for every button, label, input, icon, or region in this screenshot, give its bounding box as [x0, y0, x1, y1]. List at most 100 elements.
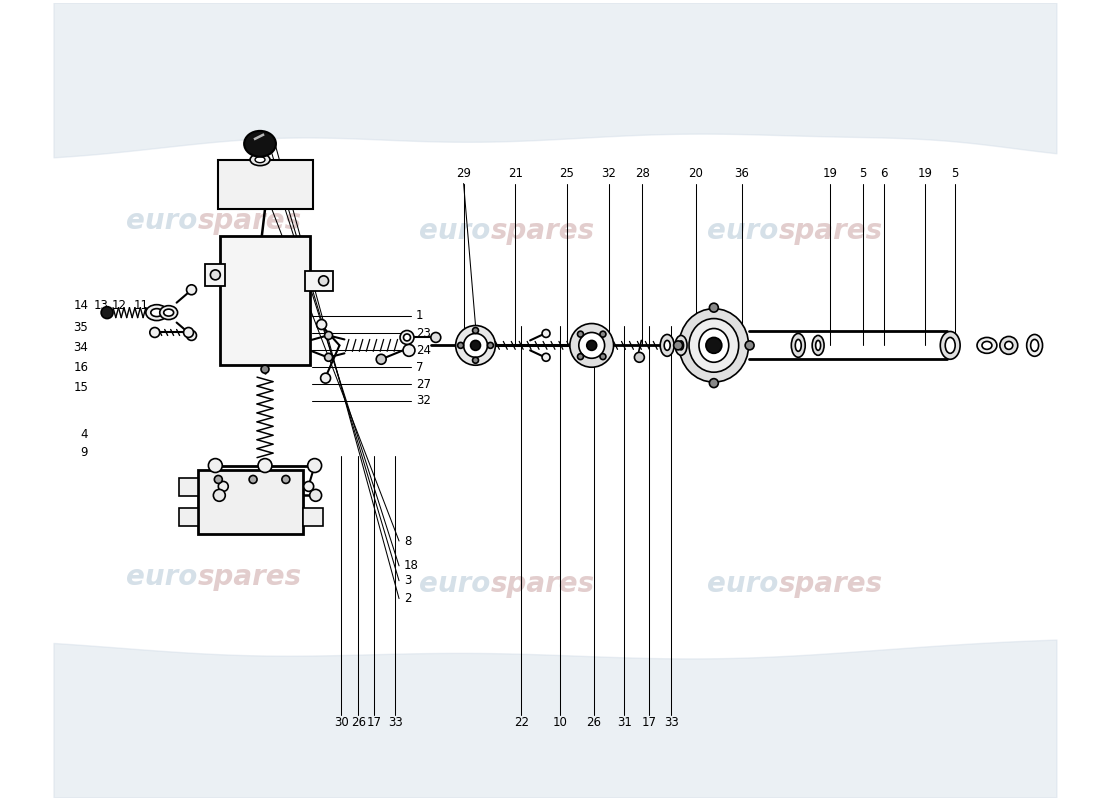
- Circle shape: [431, 333, 441, 342]
- Text: spares: spares: [779, 217, 882, 245]
- Ellipse shape: [977, 338, 997, 354]
- Circle shape: [187, 330, 197, 341]
- Circle shape: [458, 342, 463, 348]
- Circle shape: [208, 458, 222, 473]
- Circle shape: [304, 482, 313, 491]
- Circle shape: [150, 327, 160, 338]
- Bar: [220, 236, 310, 366]
- Ellipse shape: [795, 339, 801, 351]
- Ellipse shape: [982, 342, 992, 350]
- Text: spares: spares: [198, 562, 301, 590]
- Text: 19: 19: [917, 167, 933, 180]
- Text: 17: 17: [366, 716, 382, 730]
- Text: 18: 18: [404, 559, 419, 572]
- Ellipse shape: [660, 334, 674, 356]
- Text: 26: 26: [586, 716, 602, 730]
- Circle shape: [320, 373, 330, 383]
- Text: 22: 22: [514, 716, 529, 730]
- Ellipse shape: [1031, 339, 1038, 351]
- Circle shape: [579, 333, 605, 358]
- Circle shape: [635, 352, 645, 362]
- Ellipse shape: [679, 309, 749, 382]
- Text: 8: 8: [404, 534, 411, 547]
- Bar: [218, 160, 312, 210]
- Ellipse shape: [146, 305, 167, 321]
- Text: 30: 30: [334, 716, 349, 730]
- Circle shape: [213, 490, 226, 502]
- Circle shape: [261, 366, 270, 373]
- Text: 17: 17: [641, 716, 657, 730]
- Text: 33: 33: [387, 716, 403, 730]
- Text: euro: euro: [419, 217, 491, 245]
- Text: 20: 20: [689, 167, 703, 180]
- Circle shape: [455, 326, 495, 366]
- Text: euro: euro: [707, 570, 779, 598]
- Circle shape: [473, 327, 478, 334]
- Text: 35: 35: [74, 321, 88, 334]
- Text: 4: 4: [80, 428, 88, 442]
- Text: 25: 25: [560, 167, 574, 180]
- Ellipse shape: [164, 309, 174, 316]
- Text: 32: 32: [416, 394, 431, 407]
- Text: 9: 9: [80, 446, 88, 459]
- Text: 3: 3: [404, 574, 411, 587]
- Text: 34: 34: [74, 341, 88, 354]
- Text: 27: 27: [416, 378, 431, 390]
- Circle shape: [710, 378, 718, 387]
- Ellipse shape: [255, 157, 265, 162]
- Text: 12: 12: [112, 299, 126, 312]
- Circle shape: [745, 341, 755, 350]
- Circle shape: [324, 354, 332, 362]
- Circle shape: [184, 327, 194, 338]
- Text: spares: spares: [491, 217, 594, 245]
- Text: spares: spares: [491, 570, 594, 598]
- Circle shape: [578, 354, 583, 359]
- Circle shape: [404, 334, 410, 341]
- Text: spares: spares: [198, 207, 301, 235]
- Bar: [198, 470, 302, 534]
- Text: 11: 11: [134, 299, 148, 312]
- Circle shape: [319, 276, 329, 286]
- Circle shape: [403, 344, 415, 356]
- Text: euro: euro: [126, 207, 198, 235]
- Ellipse shape: [1026, 334, 1043, 356]
- Circle shape: [218, 482, 229, 491]
- Text: 32: 32: [602, 167, 616, 180]
- Circle shape: [308, 458, 321, 473]
- Ellipse shape: [791, 334, 805, 358]
- Bar: [178, 478, 198, 496]
- Ellipse shape: [250, 154, 270, 166]
- Text: 7: 7: [416, 361, 424, 374]
- Text: 31: 31: [617, 716, 631, 730]
- Ellipse shape: [160, 306, 177, 319]
- Text: 13: 13: [94, 299, 108, 312]
- Circle shape: [586, 341, 596, 350]
- Text: euro: euro: [707, 217, 779, 245]
- Text: 15: 15: [74, 381, 88, 394]
- Circle shape: [376, 354, 386, 364]
- Text: 29: 29: [456, 167, 471, 180]
- Text: 21: 21: [508, 167, 522, 180]
- Text: 23: 23: [416, 327, 431, 340]
- Ellipse shape: [679, 341, 683, 350]
- Ellipse shape: [689, 318, 739, 372]
- Ellipse shape: [675, 335, 688, 355]
- Bar: [240, 481, 289, 510]
- Ellipse shape: [151, 309, 163, 317]
- Circle shape: [471, 341, 481, 350]
- Circle shape: [258, 458, 272, 473]
- Text: 19: 19: [823, 167, 837, 180]
- Circle shape: [487, 342, 494, 348]
- Circle shape: [706, 338, 722, 354]
- Text: euro: euro: [126, 562, 198, 590]
- Text: 5: 5: [952, 167, 959, 180]
- Bar: [305, 271, 332, 290]
- Ellipse shape: [945, 338, 955, 354]
- Bar: [206, 264, 225, 286]
- Circle shape: [324, 331, 332, 339]
- Circle shape: [256, 177, 264, 185]
- Text: 5: 5: [859, 167, 867, 180]
- Text: 28: 28: [635, 167, 650, 180]
- Bar: [302, 508, 322, 526]
- Circle shape: [600, 331, 606, 337]
